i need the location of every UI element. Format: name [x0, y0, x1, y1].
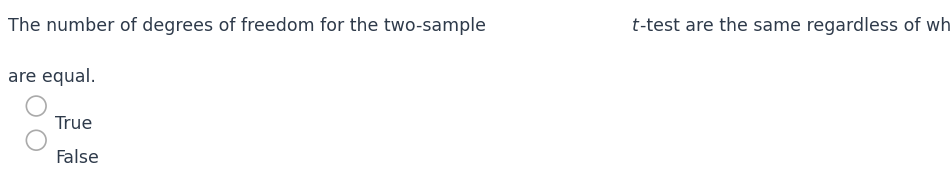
Text: -test are the same regardless of whether or not the two population variances: -test are the same regardless of whether…: [640, 17, 952, 35]
Text: True: True: [55, 115, 92, 133]
Text: False: False: [55, 149, 99, 167]
Text: t: t: [631, 17, 638, 35]
Text: The number of degrees of freedom for the two-sample: The number of degrees of freedom for the…: [8, 17, 490, 35]
Text: are equal.: are equal.: [8, 68, 95, 86]
